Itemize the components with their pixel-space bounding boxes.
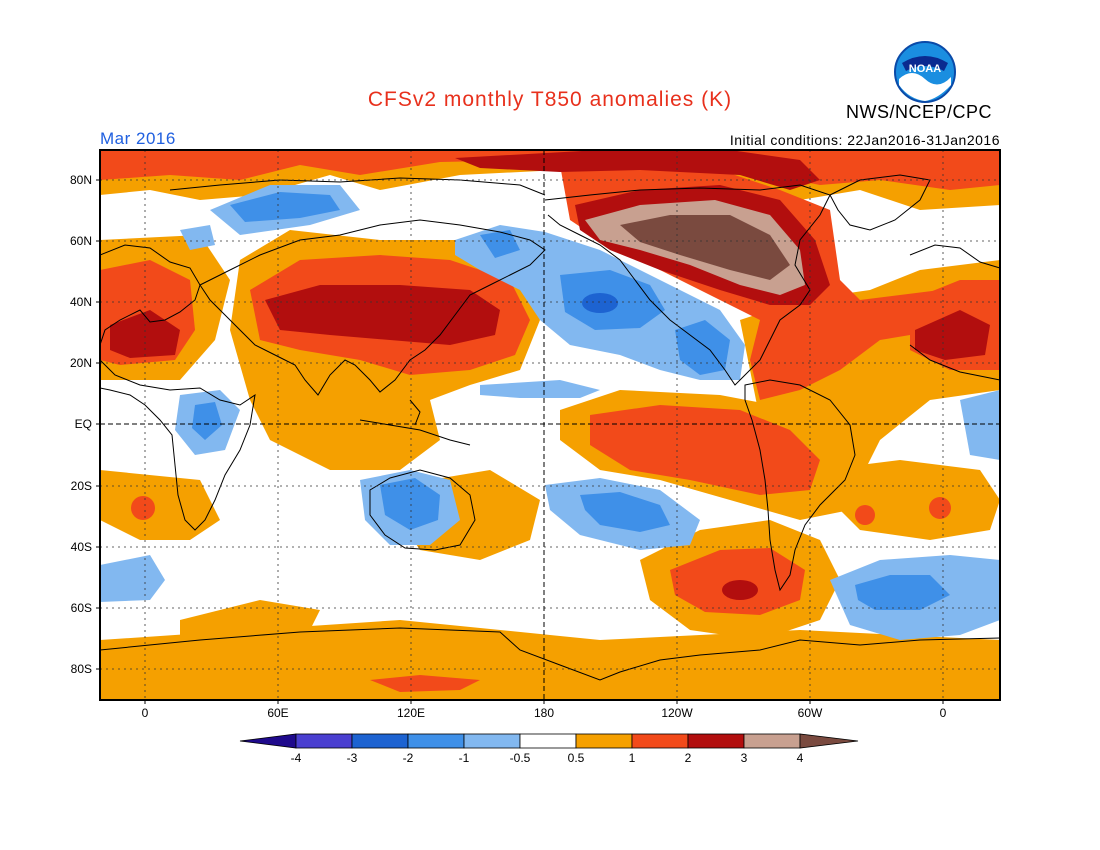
lat-label-20n: 20N [70, 356, 92, 370]
colorbar-label: 0.5 [568, 751, 585, 765]
latitude-labels: 80N 60N 40N 20N EQ 20S 40S 60S 80S [70, 173, 92, 676]
colorbar [239, 733, 859, 749]
colorbar-label: 2 [685, 751, 692, 765]
colorbar-neg4-neg3 [295, 733, 353, 749]
lon-label-120e: 120E [397, 706, 425, 720]
anomaly-neg2-neg1-regions [192, 192, 950, 610]
colorbar-2-3 [687, 733, 745, 749]
longitude-labels: 0 60E 120E 180 120W 60W 0 [142, 706, 947, 720]
colorbar-neg2-neg1 [407, 733, 465, 749]
lat-label-60n: 60N [70, 234, 92, 248]
lat-label-80s: 80S [71, 662, 92, 676]
map-title: CFSv2 monthly T850 anomalies (K) [367, 88, 733, 111]
colorbar-label: -0.5 [510, 751, 531, 765]
colorbar-neg3-neg2 [351, 733, 409, 749]
lat-label-60s: 60S [71, 601, 92, 615]
noaa-logo-text: NOAA [909, 63, 941, 75]
agency-label: NWS/NCEP/CPC [846, 102, 993, 122]
colorbar-label: -2 [403, 751, 414, 765]
lon-label-120w: 120W [661, 706, 693, 720]
lat-label-40s: 40S [71, 540, 92, 554]
colorbar-neg1-neg05 [463, 733, 521, 749]
colorbar-label: -4 [291, 751, 302, 765]
colorbar-3-4 [743, 733, 801, 749]
colorbar-label: -1 [459, 751, 470, 765]
anomaly-field [100, 150, 1000, 700]
map-frame [99, 149, 1001, 701]
lat-label-40n: 40N [70, 295, 92, 309]
reference-lines [100, 150, 1000, 700]
coastlines [100, 174, 1000, 681]
lat-label-80n: 80N [70, 173, 92, 187]
colorbar-lt-neg4 [239, 733, 297, 749]
noaa-logo-icon: NOAA [894, 41, 956, 103]
colorbar-label: 3 [741, 751, 748, 765]
colorbar-neutral [519, 733, 577, 749]
anomaly-neg3-neg2-regions [582, 293, 618, 313]
colorbar-label: 4 [797, 751, 804, 765]
colorbar-1-2 [631, 733, 689, 749]
colorbar-05-1 [575, 733, 633, 749]
colorbar-gt4 [799, 733, 859, 749]
lat-label-20s: 20S [71, 479, 92, 493]
lon-label-0-right: 0 [940, 706, 947, 720]
initial-conditions-label: Initial conditions: 22Jan2016-31Jan2016 [729, 132, 1000, 148]
lon-label-180: 180 [534, 706, 554, 720]
lon-label-60e: 60E [267, 706, 288, 720]
graticule [100, 150, 1000, 700]
anomaly-gt4-regions [620, 215, 790, 280]
colorbar-labels: -4 -3 -2 -1 -0.5 0.5 1 2 3 4 [291, 751, 804, 765]
valid-month-label: Mar 2016 [100, 129, 176, 148]
lon-label-0-left: 0 [142, 706, 149, 720]
colorbar-label: -3 [347, 751, 358, 765]
colorbar-label: 1 [629, 751, 636, 765]
lat-label-eq: EQ [75, 417, 92, 431]
lon-label-60w: 60W [798, 706, 823, 720]
tick-marks [96, 179, 944, 704]
